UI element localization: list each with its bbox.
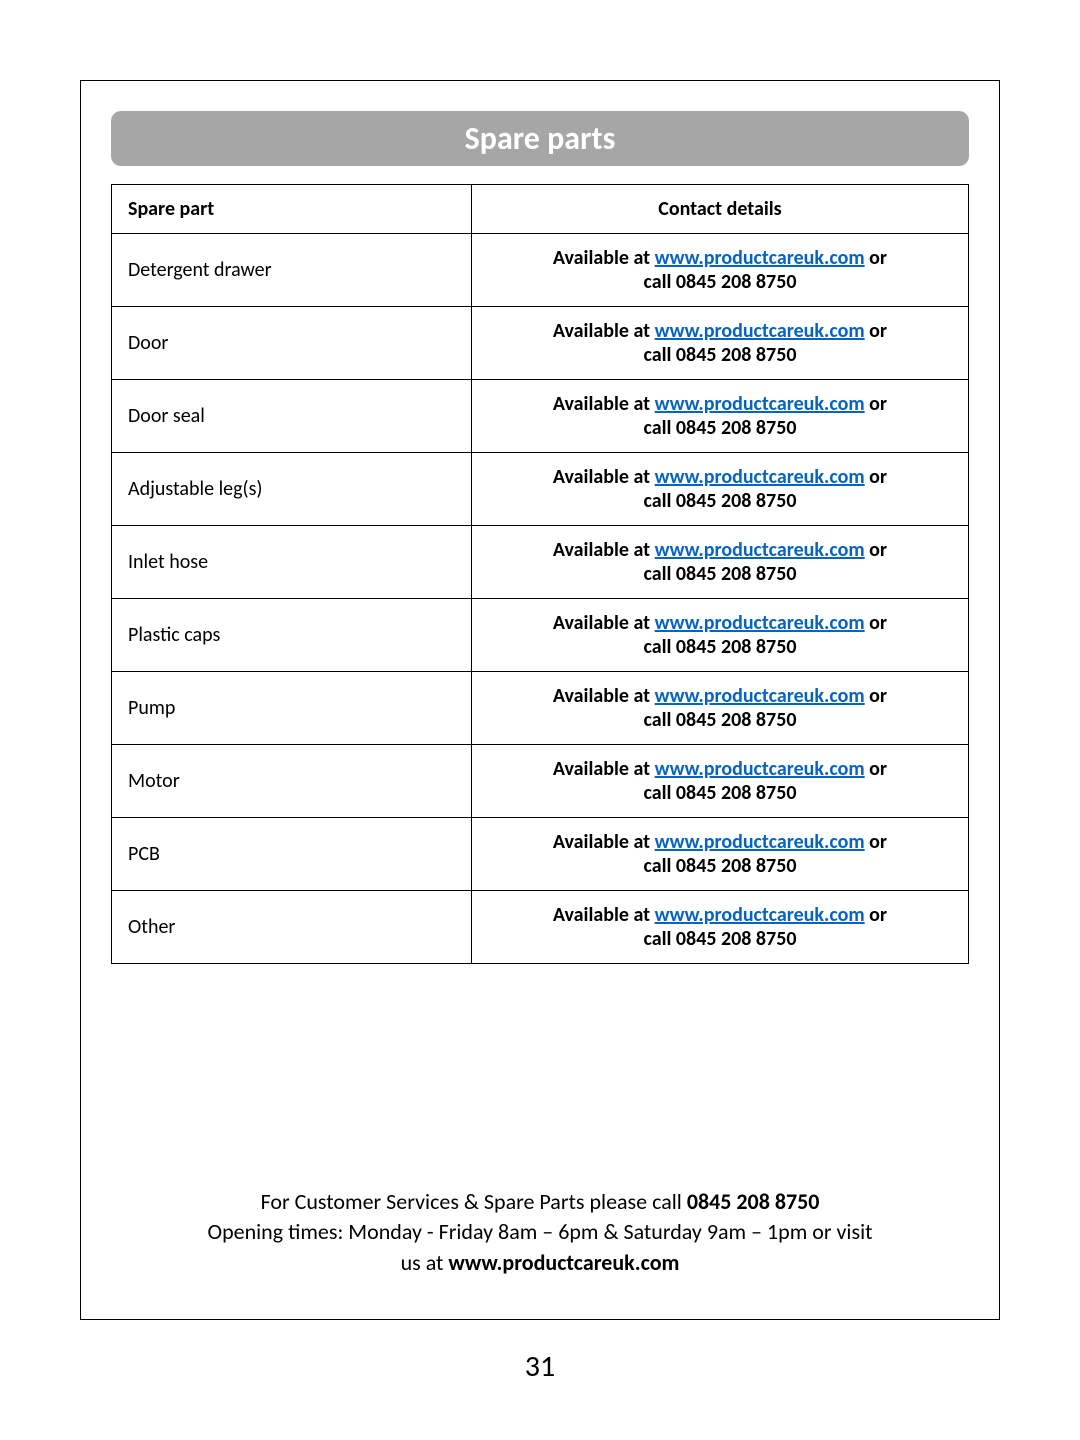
- table-header-row: Spare part Contact details: [112, 185, 969, 234]
- spare-parts-table: Spare part Contact details Detergent dra…: [111, 184, 969, 964]
- footer-line1-prefix: For Customer Services & Spare Parts plea…: [261, 1188, 687, 1215]
- contact-line2: call 0845 208 8750: [643, 708, 796, 732]
- contact-line2: call 0845 208 8750: [643, 489, 796, 513]
- spare-part-name: Other: [112, 891, 472, 964]
- table-row: DoorAvailable at www.productcareuk.com o…: [112, 307, 969, 380]
- contact-details-cell: Available at www.productcareuk.com or cal…: [471, 453, 968, 526]
- contact-link[interactable]: www.productcareuk.com: [655, 538, 865, 562]
- contact-link[interactable]: www.productcareuk.com: [655, 246, 865, 270]
- contact-suffix-line1: or: [865, 830, 887, 854]
- contact-details-cell: Available at www.productcareuk.com or cal…: [471, 234, 968, 307]
- contact-link[interactable]: www.productcareuk.com: [655, 684, 865, 708]
- contact-line2: call 0845 208 8750: [643, 781, 796, 805]
- table-row: MotorAvailable at www.productcareuk.com …: [112, 745, 969, 818]
- spare-part-name: Door seal: [112, 380, 472, 453]
- table-row: PCBAvailable at www.productcareuk.com or…: [112, 818, 969, 891]
- table-row: OtherAvailable at www.productcareuk.com …: [112, 891, 969, 964]
- contact-suffix-line1: or: [865, 319, 887, 343]
- contact-details-cell: Available at www.productcareuk.com or cal…: [471, 380, 968, 453]
- contact-line2: call 0845 208 8750: [643, 635, 796, 659]
- spare-part-name: Detergent drawer: [112, 234, 472, 307]
- col-header-part: Spare part: [112, 185, 472, 234]
- footer-line2: Opening times: Monday - Friday 8am – 6pm…: [208, 1218, 873, 1245]
- page-border: Spare parts Spare part Contact details D…: [80, 80, 1000, 1320]
- contact-suffix-line1: or: [865, 392, 887, 416]
- contact-prefix: Available at: [553, 246, 655, 270]
- contact-prefix: Available at: [553, 538, 655, 562]
- table-row: Detergent drawerAvailable at www.product…: [112, 234, 969, 307]
- contact-prefix: Available at: [553, 465, 655, 489]
- contact-link[interactable]: www.productcareuk.com: [655, 392, 865, 416]
- spare-part-name: Inlet hose: [112, 526, 472, 599]
- contact-link[interactable]: www.productcareuk.com: [655, 903, 865, 927]
- contact-suffix-line1: or: [865, 757, 887, 781]
- contact-details-cell: Available at www.productcareuk.com or cal…: [471, 818, 968, 891]
- contact-suffix-line1: or: [865, 465, 887, 489]
- contact-link[interactable]: www.productcareuk.com: [655, 830, 865, 854]
- contact-link[interactable]: www.productcareuk.com: [655, 757, 865, 781]
- contact-line2: call 0845 208 8750: [643, 343, 796, 367]
- contact-details-cell: Available at www.productcareuk.com or cal…: [471, 891, 968, 964]
- contact-suffix-line1: or: [865, 246, 887, 270]
- contact-suffix-line1: or: [865, 903, 887, 927]
- contact-suffix-line1: or: [865, 684, 887, 708]
- table-row: Door sealAvailable at www.productcareuk.…: [112, 380, 969, 453]
- footer-line3-prefix: us at: [401, 1249, 449, 1276]
- table-row: Plastic capsAvailable at www.productcare…: [112, 599, 969, 672]
- page-number: 31: [0, 1348, 1080, 1385]
- table-body: Detergent drawerAvailable at www.product…: [112, 234, 969, 964]
- contact-link[interactable]: www.productcareuk.com: [655, 611, 865, 635]
- contact-line2: call 0845 208 8750: [643, 416, 796, 440]
- contact-prefix: Available at: [553, 392, 655, 416]
- table-row: Adjustable leg(s)Available at www.produc…: [112, 453, 969, 526]
- section-title: Spare parts: [111, 111, 969, 166]
- table-row: Inlet hoseAvailable at www.productcareuk…: [112, 526, 969, 599]
- spare-part-name: Motor: [112, 745, 472, 818]
- contact-suffix-line1: or: [865, 538, 887, 562]
- contact-prefix: Available at: [553, 903, 655, 927]
- contact-prefix: Available at: [553, 684, 655, 708]
- col-header-contact: Contact details: [471, 185, 968, 234]
- contact-link[interactable]: www.productcareuk.com: [655, 465, 865, 489]
- footer-website: www.productcareuk.com: [448, 1249, 679, 1276]
- contact-details-cell: Available at www.productcareuk.com or cal…: [471, 526, 968, 599]
- spare-part-name: PCB: [112, 818, 472, 891]
- contact-prefix: Available at: [553, 830, 655, 854]
- table-row: PumpAvailable at www.productcareuk.com o…: [112, 672, 969, 745]
- contact-prefix: Available at: [553, 319, 655, 343]
- contact-details-cell: Available at www.productcareuk.com or cal…: [471, 599, 968, 672]
- contact-suffix-line1: or: [865, 611, 887, 635]
- spare-part-name: Plastic caps: [112, 599, 472, 672]
- spare-part-name: Adjustable leg(s): [112, 453, 472, 526]
- contact-line2: call 0845 208 8750: [643, 854, 796, 878]
- contact-details-cell: Available at www.productcareuk.com or cal…: [471, 307, 968, 380]
- contact-details-cell: Available at www.productcareuk.com or cal…: [471, 672, 968, 745]
- contact-line2: call 0845 208 8750: [643, 270, 796, 294]
- contact-details-cell: Available at www.productcareuk.com or cal…: [471, 745, 968, 818]
- contact-link[interactable]: www.productcareuk.com: [655, 319, 865, 343]
- spare-part-name: Door: [112, 307, 472, 380]
- footer-phone: 0845 208 8750: [687, 1188, 820, 1215]
- spare-part-name: Pump: [112, 672, 472, 745]
- contact-line2: call 0845 208 8750: [643, 927, 796, 951]
- contact-prefix: Available at: [553, 611, 655, 635]
- contact-line2: call 0845 208 8750: [643, 562, 796, 586]
- contact-prefix: Available at: [553, 757, 655, 781]
- footer-text: For Customer Services & Spare Parts plea…: [111, 1187, 969, 1279]
